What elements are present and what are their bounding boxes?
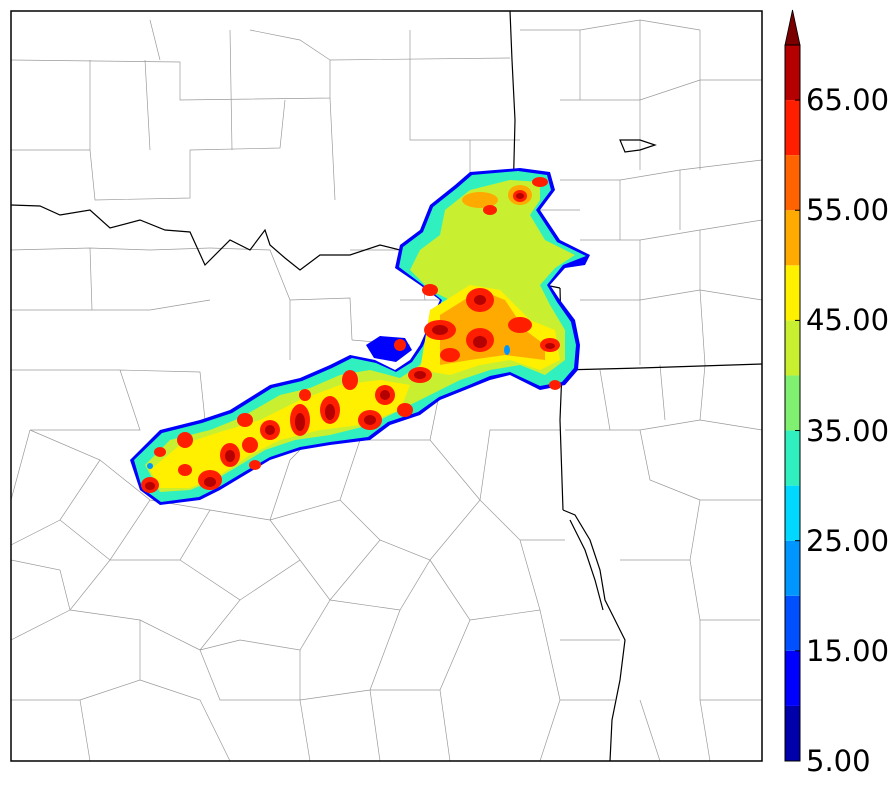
colorbar-tick-label: 15.00 [806,633,890,668]
colorbar-tick-label: 55.00 [806,193,890,228]
county-boundaries [11,19,762,761]
colorbar-tick-label: 25.00 [806,523,890,558]
colorbar-tick-label: 65.00 [806,83,890,118]
colorbar-tick-label: 35.00 [806,413,890,448]
reflectivity-field [130,168,590,505]
colorbar-tick-label: 45.00 [806,303,890,338]
map-frame [10,10,763,762]
colorbar-tick-label: 5.00 [806,744,871,778]
